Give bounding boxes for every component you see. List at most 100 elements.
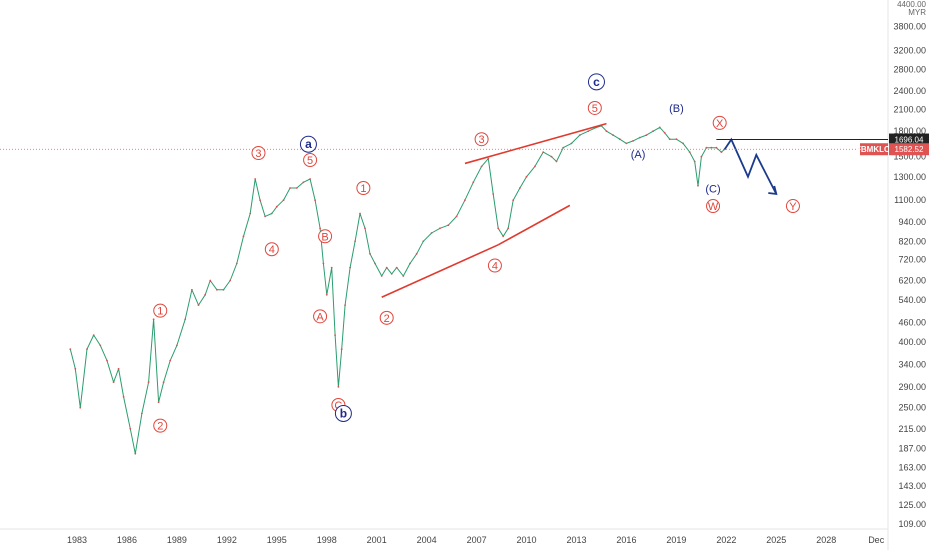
price-point [169, 359, 172, 362]
price-point [204, 293, 207, 296]
price-point [675, 138, 678, 141]
wave-label: A [313, 309, 328, 324]
price-point [422, 240, 425, 243]
price-point [152, 318, 155, 321]
price-point [645, 134, 648, 137]
price-series [69, 125, 726, 455]
price-point [302, 181, 305, 184]
price-point [242, 235, 245, 238]
price-point [720, 151, 723, 154]
wave-circle [587, 73, 605, 91]
price-point [439, 227, 441, 230]
price-point [663, 131, 666, 134]
x-tick-label: 1983 [67, 535, 87, 545]
price-point [605, 130, 608, 133]
wave-label: 1 [356, 180, 371, 195]
price-point [354, 240, 356, 243]
price-point [162, 381, 165, 384]
y-tick-label: 3200.00 [893, 46, 926, 56]
y-tick-label: 720.00 [898, 255, 926, 265]
price-point [455, 215, 458, 218]
price-point [369, 252, 371, 255]
price-point [129, 427, 132, 430]
wave-circle [587, 100, 602, 115]
symbol-badge-text: FBMKLCI [856, 145, 892, 154]
price-point [106, 359, 108, 362]
current-price-badge-text: 1582.52 [895, 145, 924, 154]
wave-label: 5 [303, 153, 318, 168]
wave-circle [153, 303, 168, 318]
x-tick-label: 2010 [517, 535, 537, 545]
wave-label: 4 [487, 258, 502, 273]
wave-label: a [299, 135, 317, 153]
price-point [86, 348, 88, 350]
price-point [395, 266, 398, 269]
price-point [534, 165, 536, 168]
projection-line [723, 137, 778, 195]
y-tick-label: 620.00 [898, 275, 926, 285]
wave-label-text: 2 [384, 313, 390, 325]
wave-label: B [318, 229, 333, 244]
price-point [92, 334, 95, 336]
price-point [254, 178, 257, 180]
wave-label-text: C [334, 400, 342, 412]
price-point [259, 199, 261, 202]
price-point [79, 406, 82, 409]
resistance-badge-text: 1696.04 [895, 136, 924, 145]
wave-label-text: c [593, 75, 600, 89]
wave-circle [153, 418, 168, 433]
wave-label: W [706, 199, 721, 214]
y-tick-label: 3800.00 [893, 22, 926, 32]
price-point [374, 262, 376, 265]
wave-label-text: W [708, 201, 719, 213]
price-point [409, 262, 411, 265]
wave-circle [706, 199, 721, 214]
price-point [319, 227, 321, 230]
trendlines [381, 122, 607, 299]
wave-label: 3 [474, 132, 489, 147]
price-point [295, 187, 298, 189]
trendline [381, 244, 499, 299]
price-point [112, 381, 115, 384]
price-point [209, 279, 212, 282]
x-tick-label: 2007 [467, 535, 487, 545]
price-point [562, 146, 565, 149]
price-point [184, 318, 187, 321]
price-point [497, 227, 500, 230]
wave-circle [712, 115, 727, 130]
x-tick-label: 1989 [167, 535, 187, 545]
price-point [693, 160, 696, 163]
price-point [340, 348, 343, 350]
price-point [222, 288, 225, 291]
price-point [587, 130, 590, 133]
price-point [385, 266, 388, 269]
price-point [322, 262, 325, 265]
wave-label-text: Y [789, 201, 797, 213]
price-point [134, 452, 137, 455]
y-tick-label: 109.00 [898, 519, 926, 529]
x-tick-label: 2016 [616, 535, 636, 545]
wave-label: b [334, 404, 352, 422]
wave-circle [251, 146, 266, 161]
price-point [525, 175, 528, 178]
y-tick-label: 540.00 [898, 295, 926, 305]
price-point [700, 155, 703, 158]
wave-circle [313, 309, 328, 324]
price-point [229, 279, 232, 282]
price-point [502, 235, 505, 238]
price-point [191, 288, 193, 291]
wave-label-text: a [305, 137, 312, 151]
projection-arrowhead [768, 185, 778, 196]
price-point [74, 367, 77, 370]
price-point [480, 165, 483, 168]
price-point [275, 205, 278, 208]
price-point [282, 199, 285, 202]
price-point [447, 224, 450, 227]
price-point [632, 140, 634, 142]
wave-label: 2 [379, 310, 394, 325]
price-point [380, 275, 383, 277]
wave-label: (C) [705, 184, 720, 196]
